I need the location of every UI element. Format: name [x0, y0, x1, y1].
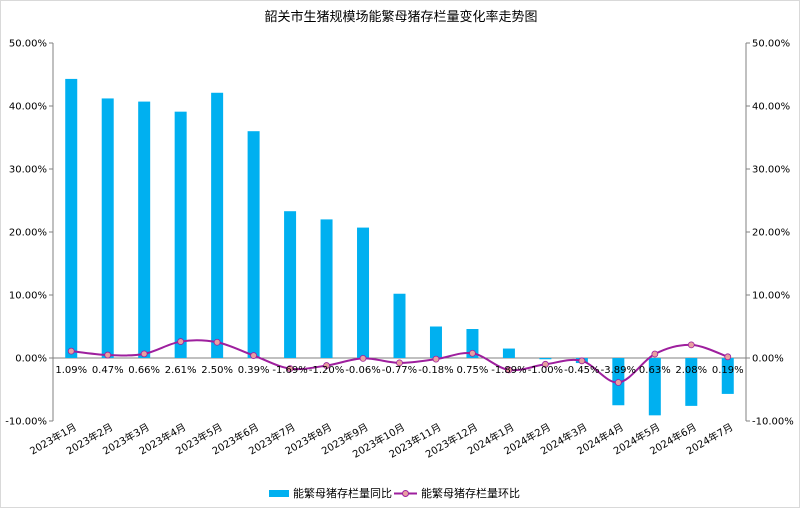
data-label-mom: -0.06% [345, 365, 380, 376]
line-point-mom [67, 347, 75, 355]
y-tick-label-left: 0.00% [15, 354, 47, 365]
data-label-mom: 2.61% [165, 365, 197, 376]
bar-yoy [138, 101, 151, 358]
line-point-mom [104, 351, 112, 359]
line-point-mom [177, 338, 185, 345]
bars-group [65, 78, 734, 416]
line-point-mom [323, 362, 330, 369]
y-tick-label-left: -10.00% [5, 417, 47, 428]
line-point-mom [213, 338, 221, 346]
data-label-mom: -0.45% [564, 365, 599, 376]
y-tick-label-right: 0.00% [752, 354, 784, 365]
bar-yoy [721, 358, 734, 394]
data-label-mom: 0.63% [639, 365, 671, 376]
line-point-mom [432, 355, 440, 363]
y-tick-label-right: 20.00% [752, 228, 790, 239]
line-point-mom [505, 366, 513, 374]
line-point-mom [286, 365, 294, 373]
line-point-mom [250, 352, 258, 359]
data-label-mom: 2.08% [675, 365, 707, 376]
y-tick-label-right: 40.00% [752, 102, 790, 113]
line-group [67, 338, 732, 386]
bar-yoy [539, 358, 552, 360]
y-tick-label-right: -10.00% [752, 417, 794, 428]
legend: 能繁母猪存栏量同比 能繁母猪存栏量环比 [269, 486, 520, 500]
line-point-mom [578, 357, 586, 365]
data-label-mom: -0.18% [418, 365, 453, 376]
bar-yoy [648, 358, 661, 416]
data-label-mom: 0.47% [92, 365, 124, 376]
y-tick-label-left: 30.00% [9, 165, 47, 176]
line-point-mom [614, 379, 622, 386]
data-label-mom: 0.66% [128, 365, 160, 376]
y-tick-label-left: 10.00% [9, 291, 47, 302]
bar-yoy [320, 219, 333, 358]
y-tick-label-right: 10.00% [752, 291, 790, 302]
line-point-mom [396, 359, 403, 367]
line-point-mom [687, 341, 695, 349]
data-label-mom: -1.69% [272, 365, 307, 376]
y-tick-label-left: 40.00% [9, 102, 47, 113]
y-tick-label-left: 50.00% [9, 39, 47, 50]
data-label-mom: 0.19% [712, 365, 744, 376]
line-point-mom [359, 354, 367, 362]
line-point-mom [140, 350, 148, 358]
bar-yoy [357, 227, 370, 358]
data-label-mom: -1.89% [491, 365, 526, 376]
line-point-mom [469, 349, 476, 357]
legend-bar-label: 能繁母猪存栏量同比 [293, 486, 392, 500]
bar-yoy [247, 131, 260, 358]
legend-line-label: 能繁母猪存栏量环比 [421, 486, 520, 500]
bar-yoy [466, 329, 479, 358]
legend-bar-swatch [269, 490, 289, 497]
line-point-mom [724, 353, 732, 361]
data-label-mom: -0.77% [382, 365, 417, 376]
bar-yoy [284, 211, 297, 358]
data-label-mom: 0.39% [238, 365, 270, 376]
data-label-mom: 1.09% [55, 365, 87, 376]
data-label-mom: -3.89% [601, 365, 636, 376]
data-label-mom: 2.50% [201, 365, 233, 376]
bar-yoy [65, 78, 78, 358]
bar-yoy [393, 293, 406, 358]
y-tick-label-right: 30.00% [752, 165, 790, 176]
bar-yoy [174, 111, 187, 358]
axes-group: -10.00% 0.00% 10.00% 20.00% 30.00% 40.00% 50.0… [5, 39, 794, 428]
bar-yoy [211, 92, 224, 359]
data-label-mom: 0.75% [457, 365, 489, 376]
legend-line-marker [402, 490, 409, 497]
bar-yoy [685, 358, 698, 406]
line-point-mom [541, 360, 549, 368]
data-labels-group: 1.09% 0.47% 0.66% 2.61% 2.50% 0.39% -1.69% -1.2… [55, 365, 743, 376]
data-label-mom: -1.20% [309, 365, 344, 376]
bar-yoy [101, 98, 114, 358]
line-point-mom [651, 350, 659, 358]
chart-title: 韶关市生猪规模场能繁母猪存栏量变化率走势图 [264, 9, 537, 25]
y-tick-label-left: 20.00% [9, 228, 47, 239]
bar-yoy [429, 326, 442, 358]
x-tick-labels-group: 2023年1月2023年2月2023年3月2023年4月2023年5月2023年… [27, 420, 735, 460]
y-tick-label-right: 50.00% [752, 39, 790, 50]
data-label-mom: -1.00% [528, 365, 563, 376]
bar-yoy [502, 348, 515, 358]
